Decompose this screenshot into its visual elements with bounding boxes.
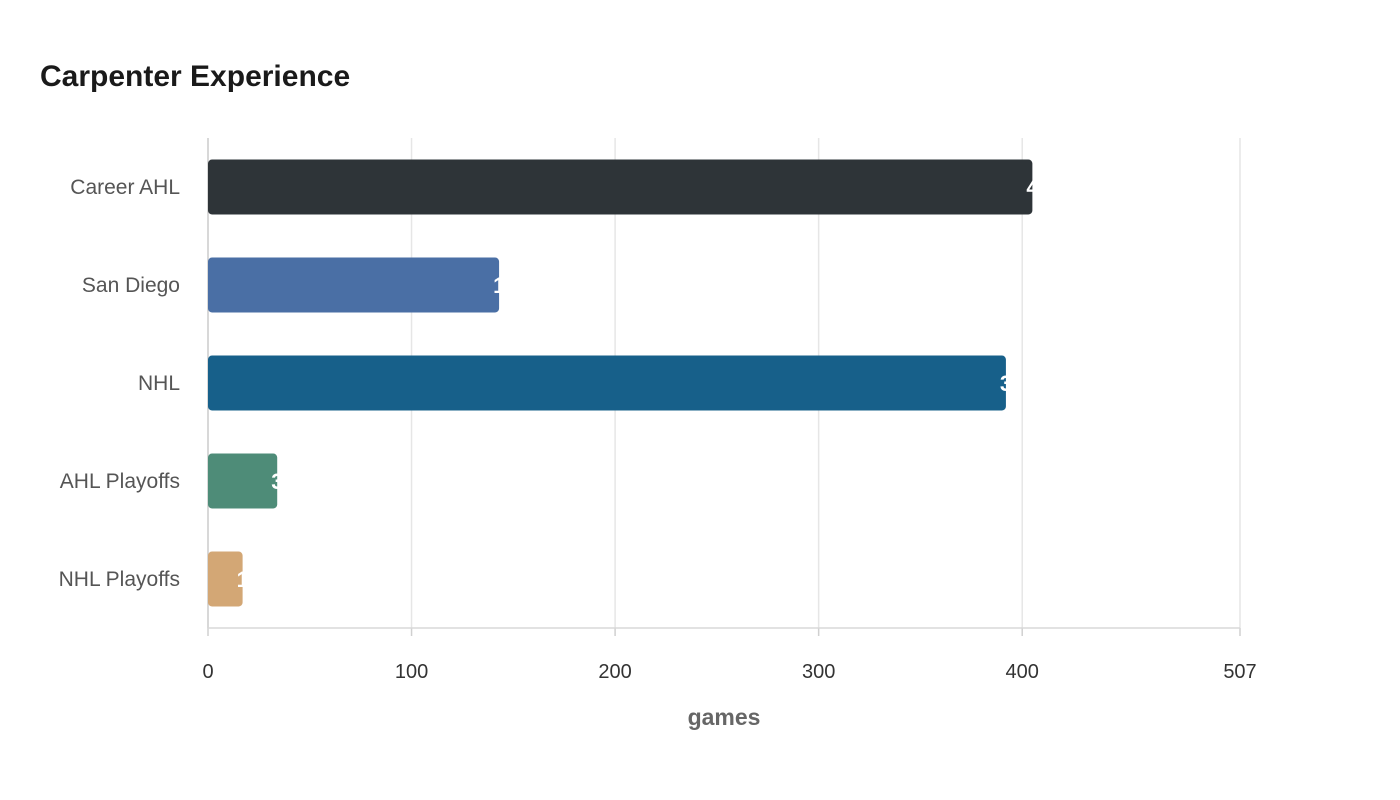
bar-value-san-diego: 143 (493, 273, 530, 298)
category-label-career-ahl: Career AHL (70, 176, 180, 199)
bar-value-nhl-playoffs: 17 (237, 567, 261, 592)
bars: 405 143 392 34 17 (208, 159, 1063, 607)
x-tick-label-3: 300 (802, 661, 835, 683)
bar-value-nhl: 392 (1000, 371, 1037, 396)
chart-title: Carpenter Experience (40, 60, 351, 93)
bar-nhl (208, 355, 1006, 411)
x-axis-title: games (688, 704, 761, 730)
category-label-nhl-playoffs: NHL Playoffs (59, 568, 180, 591)
bar-san-diego (208, 257, 500, 313)
bar-value-career-ahl: 405 (1026, 175, 1063, 200)
x-tick-label-1: 100 (395, 661, 428, 683)
category-label-ahl-playoffs: AHL Playoffs (60, 470, 180, 493)
x-tick-label-4: 400 (1006, 661, 1039, 683)
x-tick-label-5: 507 (1223, 661, 1256, 683)
x-tick-label-0: 0 (202, 661, 213, 683)
category-label-san-diego: San Diego (82, 274, 180, 297)
x-tick-label-2: 200 (598, 661, 631, 683)
bar-value-ahl-playoffs: 34 (271, 469, 296, 494)
bar-career-ahl (208, 159, 1033, 215)
category-label-nhl: NHL (138, 372, 180, 395)
bar-ahl-playoffs (208, 453, 278, 509)
bar-nhl-playoffs (208, 551, 243, 607)
category-labels: Career AHL San Diego NHL AHL Playoffs NHL Pl… (59, 176, 180, 591)
x-tick-labels: 0 100 200 300 400 507 (202, 661, 1256, 683)
